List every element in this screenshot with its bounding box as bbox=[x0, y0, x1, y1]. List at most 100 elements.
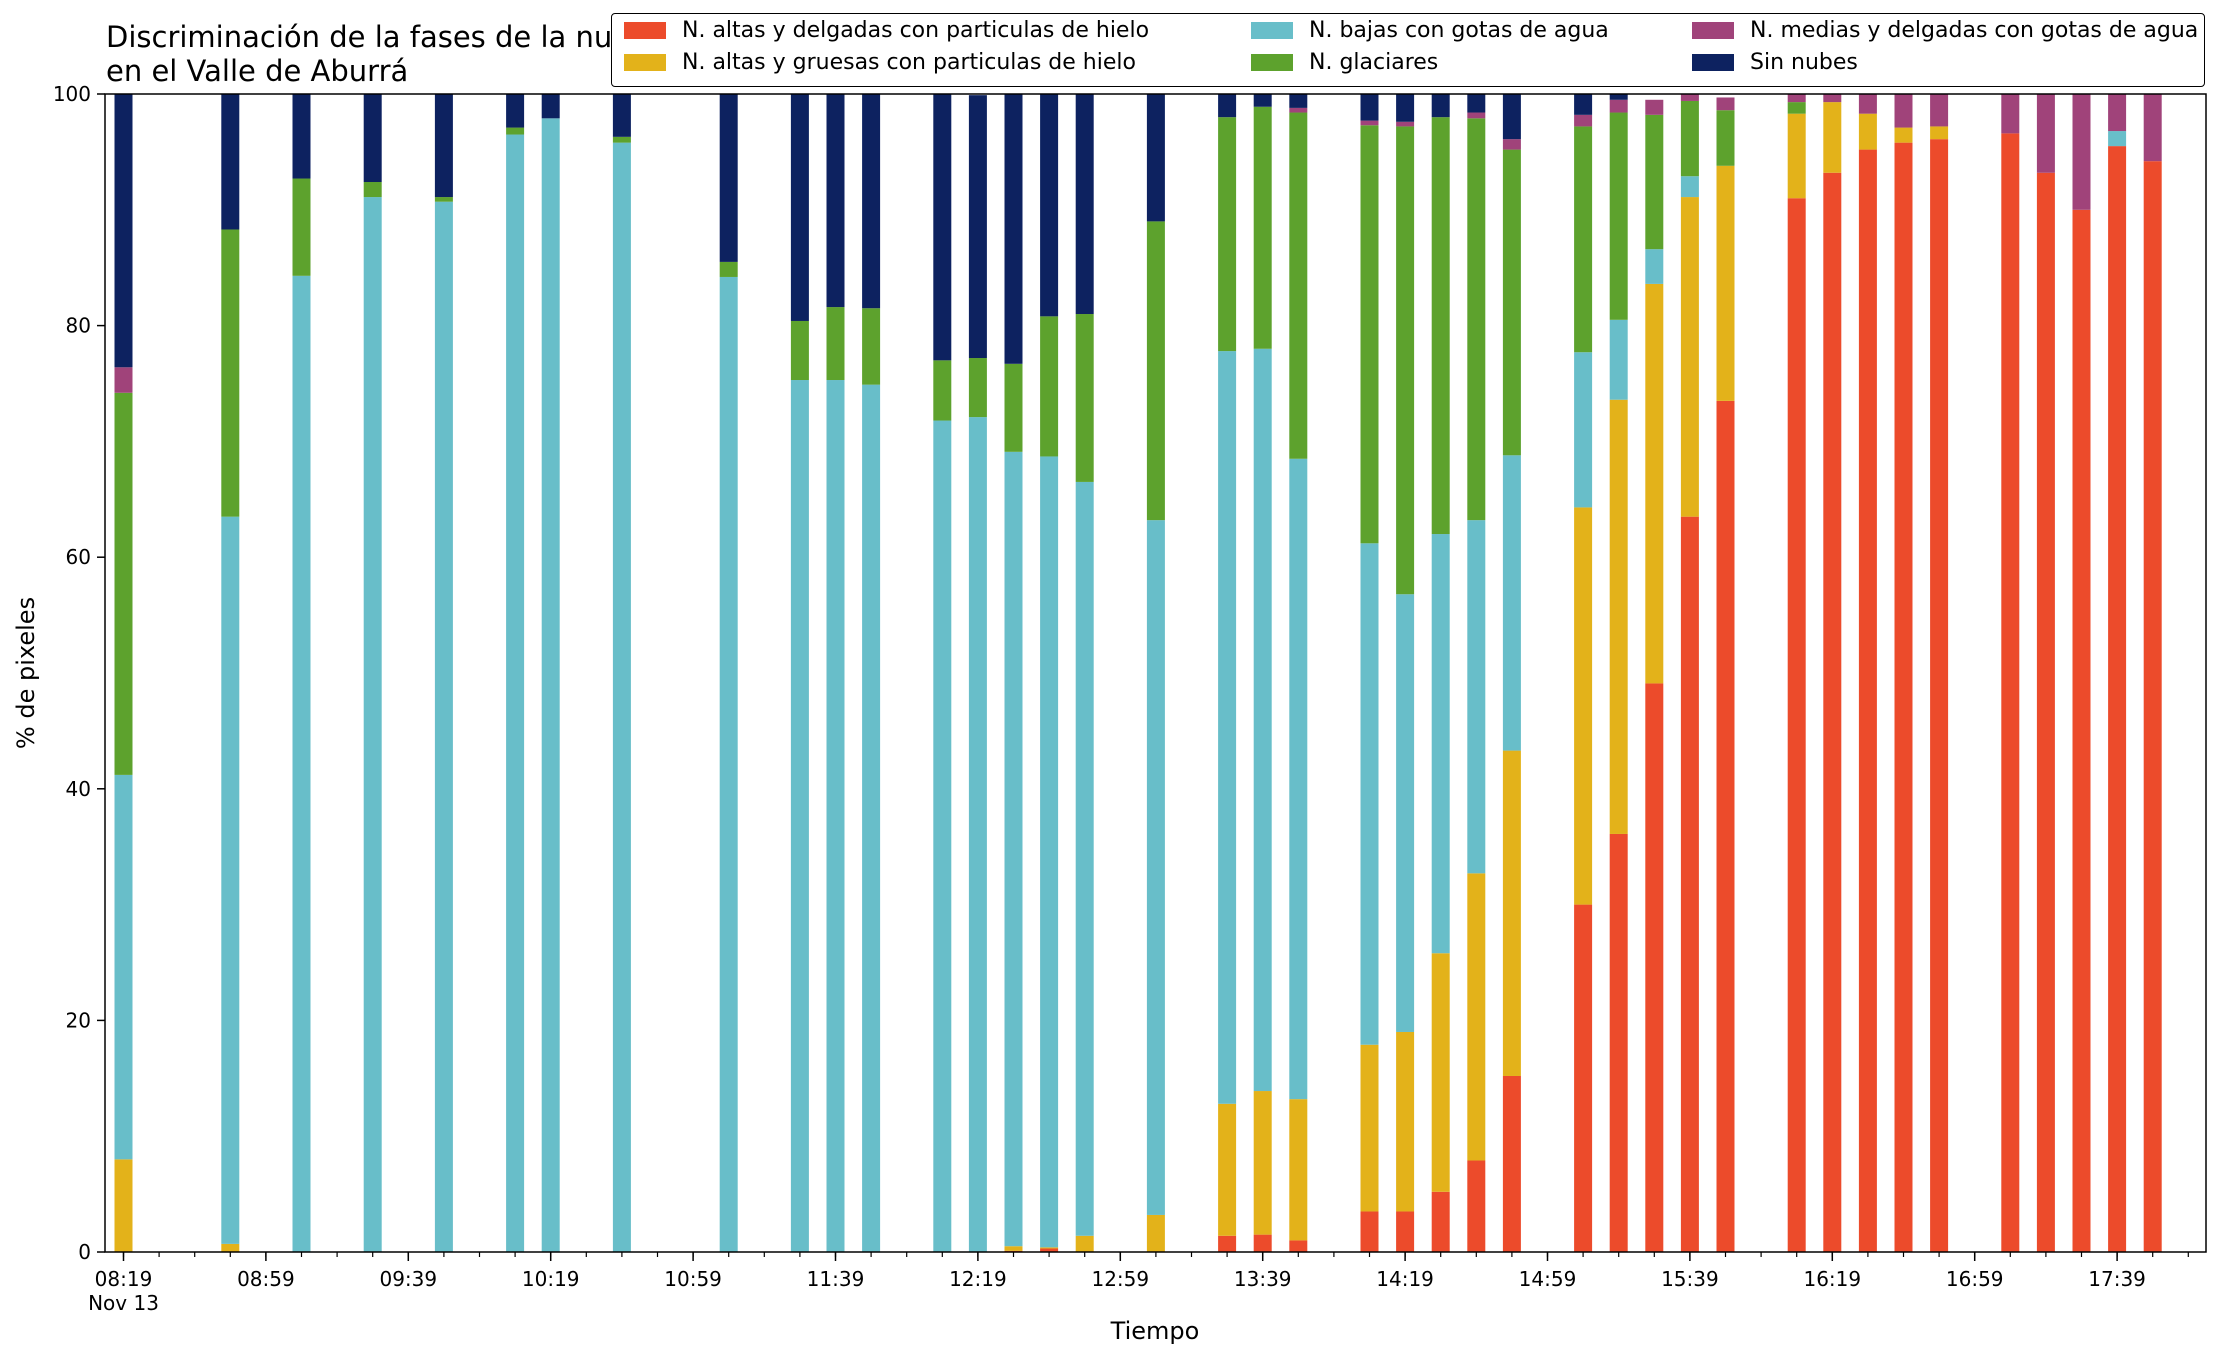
legend: N. altas y delgadas con particulas de hi… bbox=[611, 13, 2205, 87]
bar-segment-0-22 bbox=[1396, 1211, 1415, 1252]
bar-segment-5-7 bbox=[612, 94, 631, 137]
bar-segment-3-0 bbox=[114, 392, 133, 775]
x-tick-sublabel: Nov 13 bbox=[88, 1291, 159, 1315]
bar-segment-4-33 bbox=[1858, 94, 1877, 114]
bar-segment-1-0 bbox=[114, 1159, 133, 1252]
bar-segment-5-27 bbox=[1609, 94, 1628, 100]
x-tick-label: 11:39 bbox=[807, 1267, 865, 1291]
bar-segment-3-28 bbox=[1645, 114, 1664, 250]
bar-segment-1-27 bbox=[1609, 399, 1628, 834]
bar-segment-2-28 bbox=[1645, 249, 1664, 284]
bar-segment-3-17 bbox=[1146, 221, 1165, 521]
bar-segment-0-24 bbox=[1467, 1160, 1486, 1252]
bar-segment-3-2 bbox=[292, 178, 311, 276]
bar-segment-5-9 bbox=[790, 94, 809, 321]
legend-label: N. medias y delgadas con gotas de agua bbox=[1750, 18, 2199, 43]
bar-segment-2-2 bbox=[292, 275, 311, 1252]
bar-segment-0-18 bbox=[1218, 1235, 1237, 1252]
bar-segment-1-31 bbox=[1787, 113, 1806, 199]
x-tick-label: 10:59 bbox=[664, 1267, 722, 1291]
bar-segment-5-22 bbox=[1396, 94, 1415, 122]
bar-segment-1-35 bbox=[1930, 126, 1949, 140]
bar-segment-3-26 bbox=[1574, 126, 1593, 353]
legend-label: N. glaciares bbox=[1309, 50, 1439, 75]
bar-segment-2-24 bbox=[1467, 520, 1486, 874]
bar-segment-5-3 bbox=[363, 94, 382, 183]
bar-segment-5-2 bbox=[292, 94, 311, 179]
bar-segment-5-11 bbox=[862, 94, 881, 309]
bar-segment-5-12 bbox=[933, 94, 952, 361]
legend-swatch bbox=[1251, 54, 1293, 71]
bar-segment-4-35 bbox=[1930, 94, 1949, 127]
bar-segment-4-31 bbox=[1787, 94, 1806, 103]
bar-segment-0-26 bbox=[1574, 904, 1593, 1252]
bar-segment-1-26 bbox=[1574, 507, 1593, 905]
bar-segment-3-18 bbox=[1218, 117, 1237, 352]
legend-label: N. altas y gruesas con particulas de hie… bbox=[682, 50, 1136, 75]
bar-segment-2-3 bbox=[363, 197, 382, 1252]
bar-segment-0-28 bbox=[1645, 683, 1664, 1252]
y-tick-label: 100 bbox=[53, 82, 91, 106]
bar-segment-2-22 bbox=[1396, 594, 1415, 1032]
legend-swatch bbox=[624, 54, 666, 71]
bar-segment-3-23 bbox=[1431, 117, 1450, 535]
bar-segment-5-21 bbox=[1360, 94, 1379, 121]
bar-segment-5-20 bbox=[1289, 94, 1308, 108]
x-tick-label: 14:19 bbox=[1376, 1267, 1434, 1291]
bar-segment-5-14 bbox=[1004, 94, 1023, 364]
bar-segment-2-7 bbox=[612, 142, 631, 1253]
bar-segment-0-25 bbox=[1502, 1075, 1521, 1252]
bar-segment-5-17 bbox=[1146, 94, 1165, 222]
x-tick-label: 09:39 bbox=[379, 1267, 437, 1291]
bar-segment-1-24 bbox=[1467, 873, 1486, 1161]
bar-segment-2-18 bbox=[1218, 351, 1237, 1104]
bar-segment-3-10 bbox=[826, 307, 845, 381]
bar-segment-2-0 bbox=[114, 774, 133, 1160]
bar-segment-1-23 bbox=[1431, 953, 1450, 1192]
bar-segment-3-19 bbox=[1253, 106, 1272, 349]
bar-segment-1-29 bbox=[1680, 197, 1699, 517]
bar-segment-5-16 bbox=[1075, 94, 1094, 315]
bar-segment-3-25 bbox=[1502, 149, 1521, 456]
bar-segment-3-31 bbox=[1787, 102, 1806, 114]
bar-segment-3-4 bbox=[434, 197, 453, 202]
bar-segment-0-27 bbox=[1609, 833, 1628, 1252]
bar-segment-2-11 bbox=[862, 384, 881, 1253]
y-tick-label: 0 bbox=[78, 1240, 91, 1264]
bar-segment-0-35 bbox=[1930, 139, 1949, 1253]
bar-segment-2-14 bbox=[1004, 451, 1023, 1247]
bar-segment-1-22 bbox=[1396, 1031, 1415, 1212]
bar-segment-2-26 bbox=[1574, 352, 1593, 508]
bar-segment-1-1 bbox=[221, 1243, 240, 1252]
bar-segment-4-28 bbox=[1645, 99, 1664, 115]
bar-segment-0-38 bbox=[2072, 209, 2091, 1252]
bar-segment-0-40 bbox=[2143, 161, 2162, 1252]
bar-segment-2-25 bbox=[1502, 455, 1521, 751]
bar-segment-3-7 bbox=[612, 136, 631, 143]
bar-segment-4-29 bbox=[1680, 94, 1699, 101]
bar-segment-2-5 bbox=[506, 134, 525, 1252]
bar-segment-3-13 bbox=[968, 358, 987, 418]
x-tick-label: 15:39 bbox=[1661, 1267, 1719, 1291]
bar-segment-0-15 bbox=[1040, 1248, 1059, 1252]
bar-segment-1-21 bbox=[1360, 1044, 1379, 1212]
x-axis-label: Tiempo bbox=[1110, 1317, 1200, 1345]
bar-segment-2-15 bbox=[1040, 456, 1059, 1248]
bar-segment-0-20 bbox=[1289, 1240, 1308, 1252]
x-tick-label: 16:59 bbox=[1946, 1267, 2004, 1291]
y-tick-label: 20 bbox=[66, 1008, 91, 1032]
x-tick-label: 13:39 bbox=[1234, 1267, 1292, 1291]
bar-segment-1-14 bbox=[1004, 1246, 1023, 1251]
bar-segment-3-5 bbox=[506, 127, 525, 135]
bar-segment-0-23 bbox=[1431, 1191, 1450, 1252]
bar-segment-4-20 bbox=[1289, 107, 1308, 113]
y-axis-label: % de pixeles bbox=[12, 597, 40, 749]
bar-segment-5-15 bbox=[1040, 94, 1059, 317]
bar-segment-4-39 bbox=[2108, 94, 2127, 132]
bar-segment-3-24 bbox=[1467, 118, 1486, 521]
bar-segment-3-11 bbox=[862, 308, 881, 385]
bar-segment-3-15 bbox=[1040, 316, 1059, 457]
bar-segment-1-19 bbox=[1253, 1091, 1272, 1235]
y-tick-label: 60 bbox=[66, 545, 91, 569]
